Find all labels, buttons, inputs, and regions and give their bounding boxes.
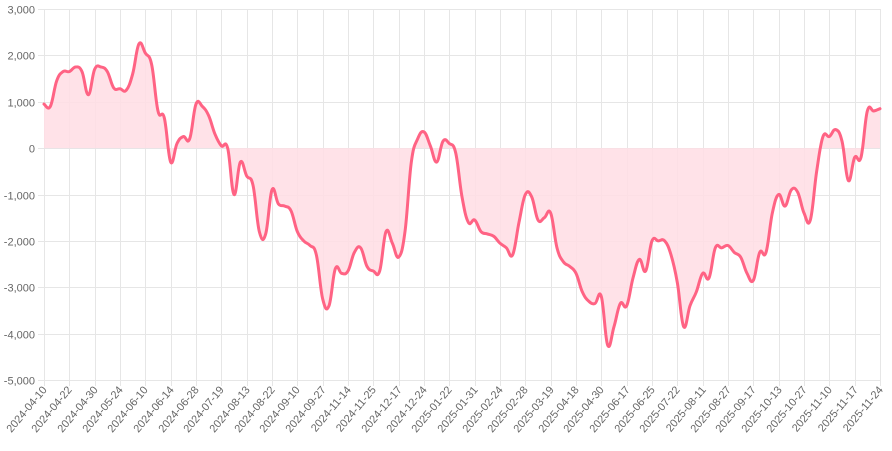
y-tick-label: -3,000 — [4, 283, 35, 295]
y-tick-label: -5,000 — [4, 376, 35, 388]
y-tick-label: -2,000 — [4, 237, 35, 249]
y-tick-label: 0 — [29, 144, 35, 156]
x-axis-ticks: 2024-04-102024-04-222024-04-302024-05-24… — [4, 384, 885, 435]
area-layer — [42, 41, 882, 348]
y-tick-label: 2,000 — [7, 51, 35, 63]
y-tick-label: 1,000 — [7, 98, 35, 110]
y-tick-label: -4,000 — [4, 330, 35, 342]
y-axis-ticks: 3,000 2,000 1,000 0 -1,000 -2,000 -3,000 -4,000… — [4, 5, 35, 388]
series-line — [42, 41, 882, 348]
y-tick-label: -1,000 — [4, 191, 35, 203]
y-tick-label: 3,000 — [7, 5, 35, 17]
